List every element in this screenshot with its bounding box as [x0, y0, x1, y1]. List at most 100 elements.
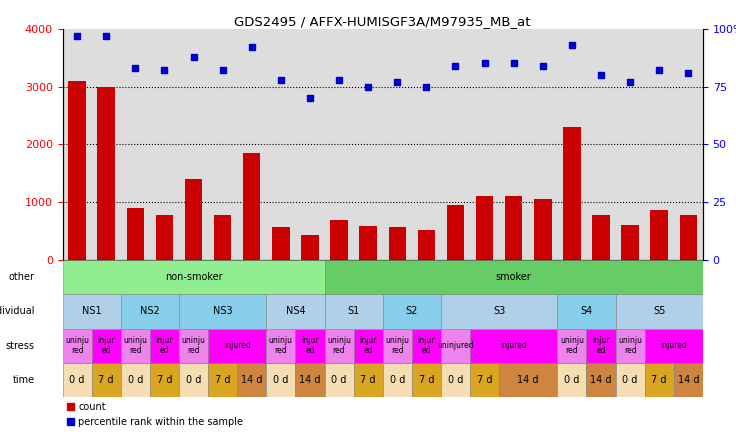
Text: NS1: NS1: [82, 306, 102, 317]
FancyBboxPatch shape: [470, 363, 499, 397]
Point: [362, 83, 374, 90]
Bar: [417, 230, 435, 260]
Text: 0 d: 0 d: [69, 375, 85, 385]
FancyBboxPatch shape: [353, 329, 383, 363]
FancyBboxPatch shape: [63, 363, 92, 397]
FancyBboxPatch shape: [325, 329, 353, 363]
FancyBboxPatch shape: [383, 294, 441, 329]
Text: 14 d: 14 d: [517, 375, 539, 385]
Text: uninju
red: uninju red: [124, 336, 147, 356]
Point: [654, 67, 665, 74]
Text: 14 d: 14 d: [300, 375, 321, 385]
FancyBboxPatch shape: [179, 294, 266, 329]
Text: injur
ed: injur ed: [97, 336, 115, 356]
Text: 14 d: 14 d: [241, 375, 263, 385]
Bar: [68, 81, 86, 260]
Text: injured: injured: [224, 341, 251, 350]
Point: [595, 71, 607, 79]
FancyBboxPatch shape: [441, 363, 470, 397]
FancyBboxPatch shape: [121, 363, 150, 397]
Text: time: time: [13, 375, 35, 385]
FancyBboxPatch shape: [557, 294, 615, 329]
Legend: count, percentile rank within the sample: count, percentile rank within the sample: [68, 402, 243, 427]
Point: [188, 53, 199, 60]
Bar: [534, 199, 551, 260]
FancyBboxPatch shape: [615, 329, 645, 363]
FancyBboxPatch shape: [557, 363, 587, 397]
FancyBboxPatch shape: [179, 363, 208, 397]
Bar: [563, 127, 581, 260]
Bar: [127, 208, 144, 260]
FancyBboxPatch shape: [295, 363, 325, 397]
Text: 0 d: 0 d: [127, 375, 143, 385]
Text: uninju
red: uninju red: [618, 336, 642, 356]
Point: [246, 44, 258, 51]
Bar: [651, 210, 668, 260]
Point: [100, 32, 112, 40]
Point: [333, 76, 345, 83]
Text: injured: injured: [660, 341, 687, 350]
Point: [566, 41, 578, 48]
Text: S2: S2: [406, 306, 418, 317]
FancyBboxPatch shape: [266, 294, 325, 329]
Text: smoker: smoker: [496, 272, 531, 282]
FancyBboxPatch shape: [121, 294, 179, 329]
Point: [478, 60, 490, 67]
Bar: [389, 227, 406, 260]
Text: uninju
red: uninju red: [385, 336, 409, 356]
Bar: [243, 153, 261, 260]
Point: [304, 95, 316, 102]
FancyBboxPatch shape: [673, 363, 703, 397]
FancyBboxPatch shape: [92, 329, 121, 363]
Text: other: other: [8, 272, 35, 282]
Text: individual: individual: [0, 306, 35, 317]
Title: GDS2495 / AFFX-HUMISGF3A/M97935_MB_at: GDS2495 / AFFX-HUMISGF3A/M97935_MB_at: [235, 15, 531, 28]
Text: 7 d: 7 d: [651, 375, 667, 385]
FancyBboxPatch shape: [150, 329, 179, 363]
FancyBboxPatch shape: [237, 363, 266, 397]
FancyBboxPatch shape: [179, 329, 208, 363]
Text: 7 d: 7 d: [419, 375, 434, 385]
Bar: [621, 225, 639, 260]
FancyBboxPatch shape: [615, 294, 703, 329]
Text: 14 d: 14 d: [678, 375, 699, 385]
FancyBboxPatch shape: [150, 363, 179, 397]
Point: [158, 67, 170, 74]
FancyBboxPatch shape: [295, 329, 325, 363]
FancyBboxPatch shape: [92, 363, 121, 397]
Text: S3: S3: [493, 306, 506, 317]
FancyBboxPatch shape: [63, 329, 92, 363]
FancyBboxPatch shape: [615, 363, 645, 397]
Text: 7 d: 7 d: [477, 375, 492, 385]
Text: 7 d: 7 d: [215, 375, 230, 385]
FancyBboxPatch shape: [645, 329, 703, 363]
FancyBboxPatch shape: [325, 260, 703, 294]
FancyBboxPatch shape: [353, 363, 383, 397]
Bar: [156, 215, 173, 260]
Bar: [679, 215, 697, 260]
FancyBboxPatch shape: [557, 329, 587, 363]
FancyBboxPatch shape: [208, 363, 237, 397]
Bar: [97, 87, 115, 260]
Text: injur
ed: injur ed: [156, 336, 173, 356]
Point: [216, 67, 228, 74]
FancyBboxPatch shape: [266, 363, 295, 397]
FancyBboxPatch shape: [412, 329, 441, 363]
FancyBboxPatch shape: [587, 363, 615, 397]
FancyBboxPatch shape: [383, 363, 412, 397]
Point: [420, 83, 432, 90]
Bar: [592, 215, 609, 260]
Text: 0 d: 0 d: [389, 375, 405, 385]
FancyBboxPatch shape: [325, 363, 353, 397]
Text: uninju
red: uninju red: [65, 336, 89, 356]
Text: NS3: NS3: [213, 306, 233, 317]
FancyBboxPatch shape: [441, 329, 470, 363]
FancyBboxPatch shape: [441, 294, 557, 329]
FancyBboxPatch shape: [266, 329, 295, 363]
FancyBboxPatch shape: [63, 294, 121, 329]
Text: injur
ed: injur ed: [301, 336, 319, 356]
Text: 7 d: 7 d: [99, 375, 114, 385]
Text: 14 d: 14 d: [590, 375, 612, 385]
Point: [537, 62, 548, 69]
FancyBboxPatch shape: [587, 329, 615, 363]
